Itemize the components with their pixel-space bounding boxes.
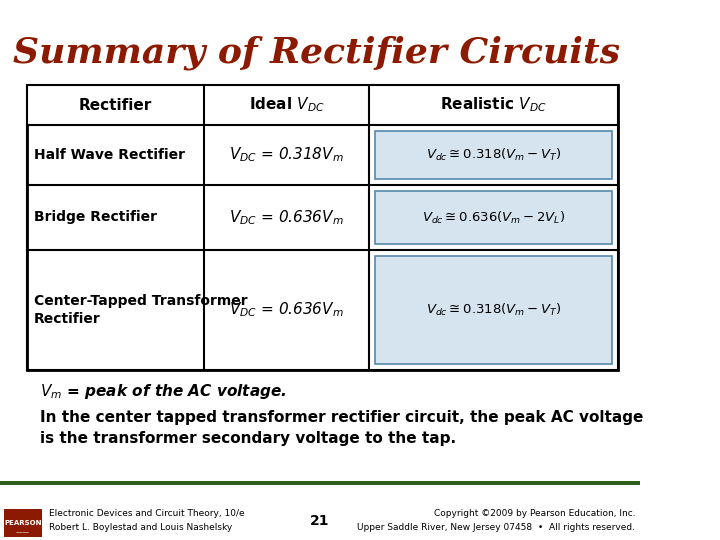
- Text: $V_{dc} \cong 0.318(V_m - V_T)$: $V_{dc} \cong 0.318(V_m - V_T)$: [426, 147, 561, 163]
- Text: Robert L. Boylestad and Louis Nashelsky: Robert L. Boylestad and Louis Nashelsky: [49, 523, 232, 531]
- Text: Half Wave Rectifier: Half Wave Rectifier: [34, 148, 185, 162]
- Bar: [4, 509, 42, 537]
- Text: Center-Tapped Transformer
Rectifier: Center-Tapped Transformer Rectifier: [34, 294, 248, 326]
- Text: $V_{dc} \cong 0.318(V_m - V_T)$: $V_{dc} \cong 0.318(V_m - V_T)$: [426, 302, 561, 318]
- Bar: [27, 85, 618, 370]
- Bar: [374, 191, 612, 244]
- Text: $V_{DC}$ = 0.636$V_m$: $V_{DC}$ = 0.636$V_m$: [229, 208, 344, 227]
- Bar: [0, 481, 640, 485]
- Text: In the center tapped transformer rectifier circuit, the peak AC voltage
is the t: In the center tapped transformer rectifi…: [40, 410, 644, 446]
- Text: Summary of Rectifier Circuits: Summary of Rectifier Circuits: [14, 35, 621, 70]
- Text: $V_{dc} \cong 0.636(V_m - 2V_L)$: $V_{dc} \cong 0.636(V_m - 2V_L)$: [422, 210, 565, 226]
- Text: PEARSON: PEARSON: [4, 520, 42, 526]
- Text: $V_m$ = peak of the AC voltage.: $V_m$ = peak of the AC voltage.: [40, 382, 287, 401]
- Text: 21: 21: [310, 514, 330, 528]
- Bar: [27, 85, 618, 125]
- Text: Realistic $V_{DC}$: Realistic $V_{DC}$: [440, 96, 547, 114]
- Text: Electronic Devices and Circuit Theory, 10/e: Electronic Devices and Circuit Theory, 1…: [49, 510, 245, 518]
- Text: Rectifier: Rectifier: [78, 98, 152, 112]
- Text: $V_{DC}$ = 0.318$V_m$: $V_{DC}$ = 0.318$V_m$: [229, 146, 344, 164]
- Text: Bridge Rectifier: Bridge Rectifier: [34, 211, 157, 225]
- Text: Upper Saddle River, New Jersey 07458  •  All rights reserved.: Upper Saddle River, New Jersey 07458 • A…: [357, 523, 635, 531]
- Text: Copyright ©2009 by Pearson Education, Inc.: Copyright ©2009 by Pearson Education, In…: [433, 510, 635, 518]
- Text: $V_{DC}$ = 0.636$V_m$: $V_{DC}$ = 0.636$V_m$: [229, 301, 344, 319]
- Text: ——: ——: [16, 529, 30, 535]
- Text: Ideal $V_{DC}$: Ideal $V_{DC}$: [248, 96, 325, 114]
- Bar: [374, 256, 612, 364]
- Bar: [374, 131, 612, 179]
